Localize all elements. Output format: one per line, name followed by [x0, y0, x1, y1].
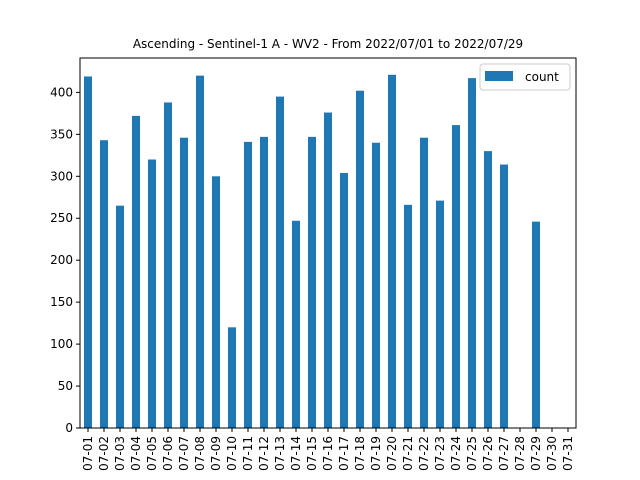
bar-07-27	[500, 164, 508, 428]
legend: count	[479, 63, 571, 91]
bar-07-24	[452, 125, 460, 428]
x-tick-label: 07-22	[417, 436, 431, 471]
x-tick-label: 07-17	[337, 436, 351, 471]
plot-frame	[79, 57, 577, 429]
x-tick-label: 07-24	[449, 436, 463, 471]
x-tick-label: 07-04	[129, 436, 143, 471]
x-tick-label: 07-27	[497, 436, 511, 471]
x-tick-label: 07-14	[289, 436, 303, 471]
x-tick-label: 07-20	[385, 436, 399, 471]
bar-07-04	[132, 115, 140, 428]
x-axis: 07-01 07-02 07-03 07-04 07-05 07-06 07-07 07-08…	[81, 428, 575, 471]
bar-07-14	[292, 220, 300, 428]
bar-07-29	[532, 221, 540, 428]
legend-swatch	[485, 71, 513, 81]
y-tick-label: 250	[50, 211, 73, 225]
x-tick-label: 07-23	[433, 436, 447, 471]
bar-07-13	[276, 96, 284, 428]
x-tick-label: 07-10	[225, 436, 239, 471]
x-tick-label: 07-03	[113, 436, 127, 471]
x-tick-label: 07-02	[97, 436, 111, 471]
y-tick-label: 300	[50, 169, 73, 183]
x-tick-label: 07-09	[209, 436, 223, 471]
chart-title: Ascending - Sentinel-1 A - WV2 - From 20…	[133, 37, 523, 51]
legend-box	[479, 63, 571, 91]
y-tick-label: 50	[58, 379, 73, 393]
x-tick-label: 07-12	[257, 436, 271, 471]
x-tick-label: 07-08	[193, 436, 207, 471]
y-tick-label: 400	[50, 85, 73, 99]
x-tick-label: 07-29	[529, 436, 543, 471]
bar-07-01	[84, 76, 92, 428]
x-tick-label: 07-25	[465, 436, 479, 471]
bar-07-15	[308, 136, 316, 428]
bar-07-16	[324, 112, 332, 428]
x-tick-label: 07-15	[305, 436, 319, 471]
bar-07-23	[436, 200, 444, 428]
bar-07-17	[340, 172, 348, 428]
bar-07-26	[484, 151, 492, 428]
y-axis: 0 50 100 150 200 250 300 350 400	[50, 85, 80, 435]
bar-07-05	[148, 159, 156, 428]
y-tick-label: 200	[50, 253, 73, 267]
x-tick-label: 07-30	[545, 436, 559, 471]
bar-07-21	[404, 204, 412, 428]
bar-07-22	[420, 137, 428, 429]
bar-07-10	[228, 327, 236, 428]
bar-07-07	[180, 137, 188, 429]
x-tick-label: 07-06	[161, 436, 175, 471]
bar-07-25	[468, 78, 476, 429]
x-tick-label: 07-18	[353, 436, 367, 471]
bar-07-06	[164, 102, 172, 429]
bar-07-03	[116, 205, 124, 428]
bar-07-02	[100, 140, 108, 428]
legend-label: count	[525, 70, 559, 84]
x-tick-label: 07-07	[177, 436, 191, 471]
bars-group	[84, 74, 540, 429]
x-tick-label: 07-31	[561, 436, 575, 471]
x-tick-label: 07-01	[81, 436, 95, 471]
x-tick-label: 07-16	[321, 436, 335, 471]
bar-07-08	[196, 75, 204, 428]
bar-07-09	[212, 176, 220, 428]
x-tick-label: 07-21	[401, 436, 415, 471]
x-tick-label: 07-05	[145, 436, 159, 471]
bar-07-19	[372, 142, 380, 428]
bar-07-11	[244, 141, 252, 429]
bar-07-20	[388, 74, 396, 429]
x-tick-label: 07-28	[513, 436, 527, 471]
x-tick-label: 07-26	[481, 436, 495, 471]
y-tick-label: 150	[50, 295, 73, 309]
y-tick-label: 100	[50, 337, 73, 351]
y-tick-label: 350	[50, 127, 73, 141]
x-tick-label: 07-11	[241, 436, 255, 471]
bar-07-12	[260, 136, 268, 428]
x-tick-label: 07-19	[369, 436, 383, 471]
x-tick-label: 07-13	[273, 436, 287, 471]
y-tick-label: 0	[65, 421, 73, 435]
bar-07-18	[356, 90, 364, 429]
